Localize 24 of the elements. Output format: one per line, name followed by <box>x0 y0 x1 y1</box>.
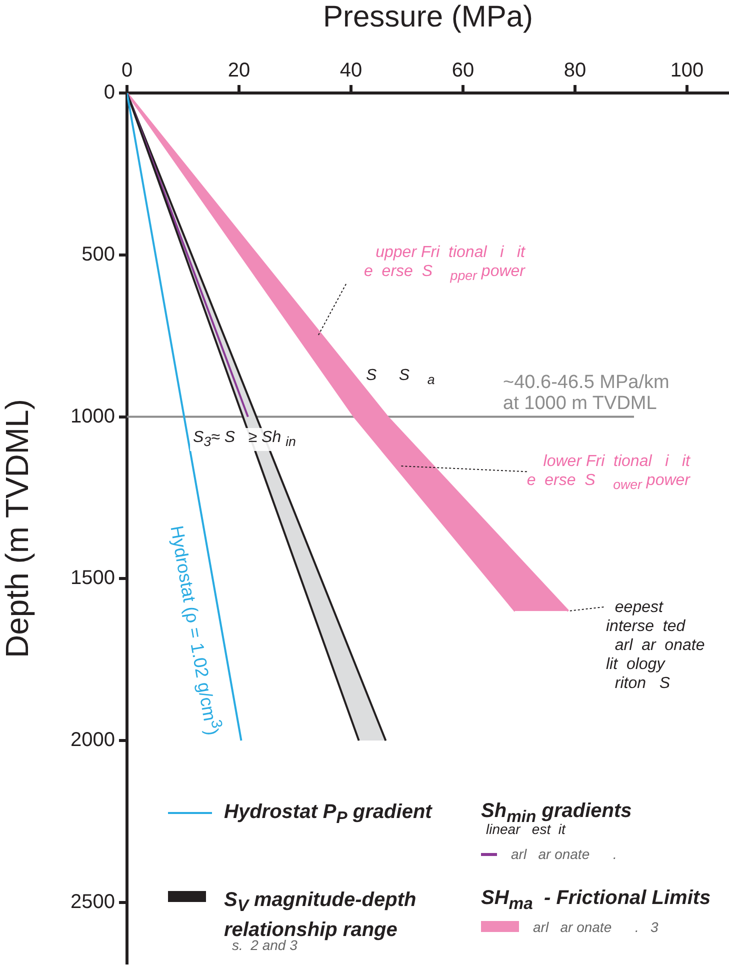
annotation: SH$_{ma}$ - Frictional Limits <box>481 887 711 915</box>
ref-line-label: ~40.6-46.5 MPa/km at 1000 m TVDML <box>503 372 670 414</box>
annotation: S$_{3}$≈ S ≥ Sh $_{in}$ <box>190 428 299 452</box>
x-tick-label: 80 <box>564 60 586 82</box>
y-tick-label: 1000 <box>70 405 115 428</box>
x-tick-label: 100 <box>670 60 704 82</box>
y-tick-label: 500 <box>82 243 115 266</box>
x-tick-label: 40 <box>340 60 362 82</box>
y-tick-label: 1500 <box>70 567 115 590</box>
x-tick-label: 0 <box>121 60 133 82</box>
annotation: lower Fri tional i it e erse S $_{ower}$ power <box>526 452 690 494</box>
annotation: linear est it <box>486 821 566 838</box>
y-axis-title: Depth (m TVDML) <box>0 398 36 658</box>
y-tick-label: 0 <box>104 82 115 104</box>
legend-label: arl ar onate . 3 <box>533 918 658 936</box>
annotation: eepest interse ted arl ar onate lit ology riton S <box>606 598 705 693</box>
y-tick-label: 2000 <box>70 729 115 752</box>
annotation: upper Fri tional i it e erse S $_{pper}$ power <box>364 243 525 286</box>
legend-label: arl ar onate . <box>511 845 617 863</box>
y-tick-label: 2500 <box>70 890 115 913</box>
legend-label: Hydrostat P$_{P}$ gradient <box>224 800 432 829</box>
x-axis-title: Pressure (MPa) <box>322 0 534 34</box>
x-tick-label: 60 <box>452 60 474 82</box>
x-tick-label: 20 <box>228 60 250 82</box>
